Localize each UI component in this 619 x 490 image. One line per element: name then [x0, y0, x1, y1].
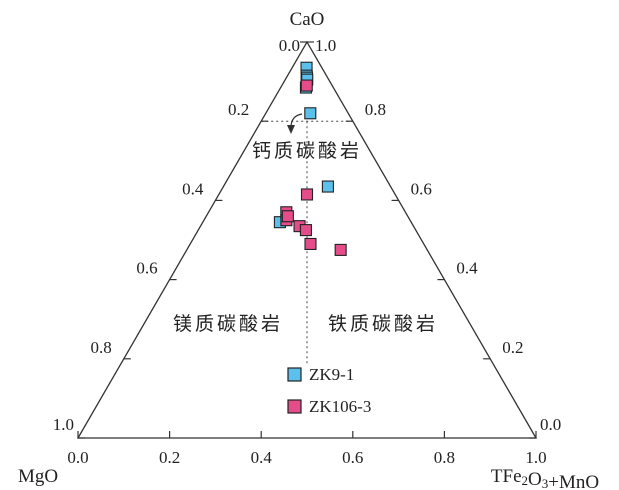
bottom-tick-label: 0.8 [434, 448, 455, 467]
right-tick-label: 0.2 [502, 338, 523, 357]
vertex-label-part: TFe [491, 466, 522, 487]
point-zk106-3 [300, 188, 314, 201]
right-tick-label: 1.0 [315, 36, 336, 55]
point-zk106-3 [299, 224, 312, 237]
right-tick-label: 0.4 [456, 259, 478, 278]
bottom-tick-label: 0.4 [251, 448, 273, 467]
vertex-label-top: CaO [290, 9, 325, 30]
axis-ticks [77, 41, 537, 439]
left-tick-label: 0.0 [279, 36, 300, 55]
legend: ZK9-1 ZK106-3 [287, 365, 371, 416]
bottom-tick-label: 0.2 [159, 448, 180, 467]
bottom-tick-label: 0.0 [67, 448, 88, 467]
legend-swatch-zk106-3 [287, 399, 302, 414]
triangle-outline [76, 40, 538, 439]
axis-tick-labels: 0.0 0.2 0.4 0.6 0.8 1.0 0.2 0.4 0.6 0.8 0.0 1.0 0.8 0… [53, 36, 562, 467]
left-tick-label: 0.2 [228, 100, 249, 119]
vertex-label-part: 3 [542, 476, 549, 490]
point-zk106-3 [300, 79, 313, 92]
field-label-ferro: 铁质碳酸岩 [328, 313, 438, 335]
field-label-calcio: 钙质碳酸岩 [252, 140, 362, 162]
left-tick-label: 0.4 [182, 179, 204, 198]
right-tick-label: 0.6 [411, 179, 432, 198]
vertex-label-left: MgO [18, 466, 58, 487]
vertex-label-part: 2 [522, 473, 529, 488]
point-zk9-1 [304, 107, 317, 120]
point-zk106-3 [281, 210, 294, 223]
legend-label-zk106-3: ZK106-3 [309, 397, 371, 416]
point-zk106-3 [304, 237, 317, 251]
vertex-label-part: O [528, 469, 542, 490]
right-tick-label: 0.8 [365, 100, 386, 119]
left-tick-label: 0.6 [136, 259, 157, 278]
vertex-label-right: TFe2O3+MnO [491, 466, 599, 490]
left-tick-label: 0.8 [91, 338, 112, 357]
data-points [273, 61, 347, 256]
legend-label-zk9-1: ZK9-1 [309, 365, 354, 384]
left-tick-label: 1.0 [53, 415, 74, 434]
pointer-arrow-head [287, 125, 295, 134]
point-zk9-1 [321, 180, 334, 193]
bottom-tick-label: 0.6 [342, 448, 363, 467]
field-label-magnesio: 镁质碳酸岩 [173, 313, 283, 335]
right-tick-label: 0.0 [540, 415, 561, 434]
point-zk106-3 [334, 243, 347, 256]
vertex-label-part: +MnO [548, 472, 599, 490]
legend-swatch-zk9-1 [287, 367, 302, 382]
bottom-tick-label: 1.0 [525, 448, 546, 467]
